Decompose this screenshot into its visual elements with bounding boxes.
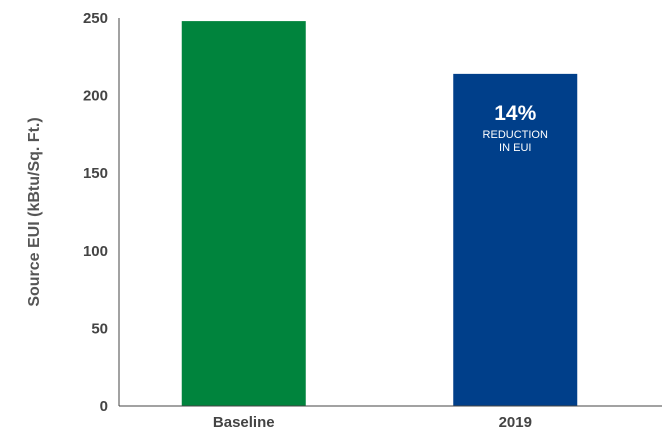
y-ticks: 0 50 100 150 200 250 <box>83 10 108 415</box>
bar <box>453 73 578 406</box>
x-category-label: 2019 <box>499 414 532 431</box>
x-category-label: Baseline <box>213 414 275 431</box>
bars <box>181 21 578 406</box>
y-tick-label: 250 <box>83 10 108 27</box>
y-tick-label: 150 <box>83 165 108 182</box>
y-tick-label: 0 <box>100 398 108 415</box>
annotation-percent: 14% <box>494 102 536 125</box>
y-tick-label: 200 <box>83 88 108 105</box>
annotation-line-2: IN EUI <box>499 142 531 154</box>
y-tick-label: 100 <box>83 243 108 260</box>
category-labels: Baseline 2019 <box>213 414 532 431</box>
y-axis-label: Source EUI (kBtu/Sq. Ft.) <box>26 117 43 306</box>
annotation-line-1: REDUCTION <box>483 129 548 141</box>
reduction-annotation: 14% REDUCTION IN EUI <box>483 102 548 154</box>
bar <box>181 21 306 406</box>
y-tick-label: 50 <box>91 320 108 337</box>
